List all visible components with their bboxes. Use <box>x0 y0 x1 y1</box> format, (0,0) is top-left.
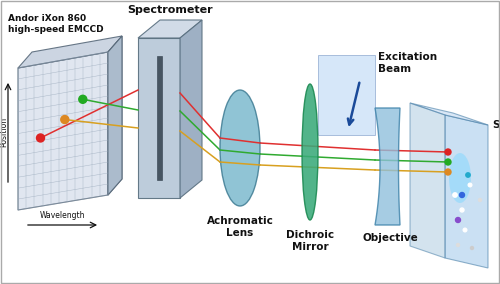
Polygon shape <box>375 108 400 225</box>
Circle shape <box>445 159 451 165</box>
Polygon shape <box>18 36 122 68</box>
Circle shape <box>445 169 451 175</box>
Circle shape <box>478 199 482 202</box>
Polygon shape <box>108 36 122 195</box>
Ellipse shape <box>220 90 260 206</box>
Text: Objective: Objective <box>362 233 418 243</box>
Text: Spectrometer: Spectrometer <box>127 5 213 15</box>
Circle shape <box>456 218 460 222</box>
Text: Achromatic
Lens: Achromatic Lens <box>206 216 274 238</box>
Text: Sample: Sample <box>492 120 500 130</box>
Polygon shape <box>18 52 108 210</box>
Circle shape <box>468 183 472 187</box>
Text: Excitation
Beam: Excitation Beam <box>378 52 437 74</box>
Ellipse shape <box>302 84 318 220</box>
Polygon shape <box>138 38 180 198</box>
Circle shape <box>463 228 467 232</box>
Circle shape <box>445 149 451 155</box>
Polygon shape <box>410 103 488 125</box>
Polygon shape <box>138 20 202 38</box>
Polygon shape <box>108 36 122 195</box>
Circle shape <box>79 95 87 103</box>
Text: Wavelength: Wavelength <box>39 211 85 220</box>
Text: Andor iXon 860
high-speed EMCCD: Andor iXon 860 high-speed EMCCD <box>8 14 104 34</box>
Circle shape <box>466 173 470 177</box>
Polygon shape <box>410 103 445 258</box>
Circle shape <box>61 116 69 124</box>
Circle shape <box>460 193 464 197</box>
Text: Position: Position <box>0 117 8 147</box>
Circle shape <box>460 208 464 212</box>
Circle shape <box>453 193 457 197</box>
Circle shape <box>470 247 474 250</box>
Polygon shape <box>158 56 162 180</box>
Polygon shape <box>445 115 488 268</box>
Polygon shape <box>180 20 202 198</box>
Ellipse shape <box>449 153 471 203</box>
Circle shape <box>456 243 460 247</box>
Polygon shape <box>318 55 375 135</box>
Text: Dichroic
Mirror: Dichroic Mirror <box>286 230 334 252</box>
Circle shape <box>36 134 44 142</box>
